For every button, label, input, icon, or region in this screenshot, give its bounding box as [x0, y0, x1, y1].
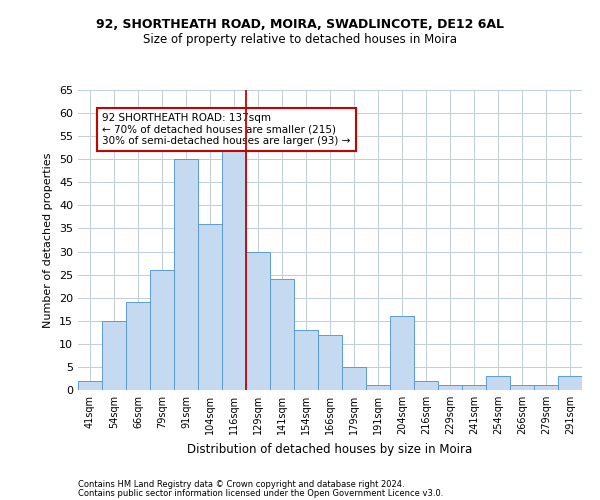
Bar	[438, 386, 462, 390]
Text: Size of property relative to detached houses in Moira: Size of property relative to detached ho…	[143, 32, 457, 46]
Text: Contains public sector information licensed under the Open Government Licence v3: Contains public sector information licen…	[78, 488, 443, 498]
X-axis label: Distribution of detached houses by size in Moira: Distribution of detached houses by size …	[187, 442, 473, 456]
Bar	[198, 224, 222, 390]
Bar	[486, 376, 510, 390]
Bar	[414, 381, 438, 390]
Bar	[294, 330, 318, 390]
Y-axis label: Number of detached properties: Number of detached properties	[43, 152, 53, 328]
Bar	[366, 386, 390, 390]
Bar	[318, 334, 342, 390]
Bar	[270, 279, 294, 390]
Text: Contains HM Land Registry data © Crown copyright and database right 2024.: Contains HM Land Registry data © Crown c…	[78, 480, 404, 489]
Bar	[222, 146, 246, 390]
Bar	[390, 316, 414, 390]
Text: 92 SHORTHEATH ROAD: 137sqm
← 70% of detached houses are smaller (215)
30% of sem: 92 SHORTHEATH ROAD: 137sqm ← 70% of deta…	[102, 113, 350, 146]
Bar	[126, 302, 150, 390]
Bar	[150, 270, 174, 390]
Text: 92, SHORTHEATH ROAD, MOIRA, SWADLINCOTE, DE12 6AL: 92, SHORTHEATH ROAD, MOIRA, SWADLINCOTE,…	[96, 18, 504, 30]
Bar	[102, 321, 126, 390]
Bar	[534, 386, 558, 390]
Bar	[174, 159, 198, 390]
Bar	[462, 386, 486, 390]
Bar	[558, 376, 582, 390]
Bar	[246, 252, 270, 390]
Bar	[342, 367, 366, 390]
Bar	[510, 386, 534, 390]
Bar	[78, 381, 102, 390]
